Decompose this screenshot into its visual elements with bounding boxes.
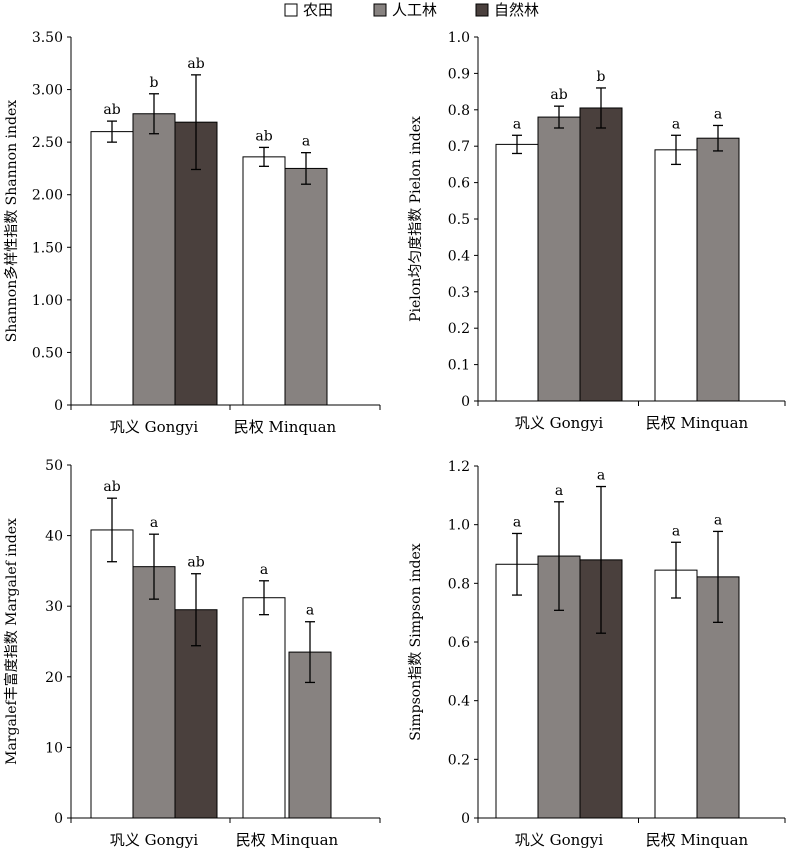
y-tick-label: 0.8 [448, 103, 470, 119]
y-tick-label: 0 [54, 398, 63, 414]
significance-label: ab [103, 479, 120, 495]
y-tick-label: 50 [45, 458, 63, 474]
significance-label: b [150, 75, 159, 91]
y-tick-label: 0.6 [448, 635, 470, 651]
y-tick-label: 0 [461, 394, 470, 410]
legend-swatch-plantation [373, 3, 387, 17]
category-label: 巩义 Gongyi [515, 414, 604, 432]
y-tick-label: 30 [45, 599, 63, 615]
category-label: 巩义 Gongyi [515, 831, 604, 849]
y-tick-label: 1.00 [32, 293, 63, 309]
significance-label: ab [255, 128, 272, 144]
significance-label: a [714, 512, 722, 528]
y-tick-label: 1.50 [32, 240, 63, 256]
y-tick-label: 0.3 [448, 285, 470, 301]
y-tick-label: 1.0 [448, 30, 470, 46]
y-tick-label: 0 [461, 811, 470, 827]
y-tick-label: 0.1 [448, 358, 470, 374]
bar [90, 131, 134, 406]
y-tick-label: 3.50 [32, 30, 63, 46]
y-tick-label: 0.50 [32, 345, 63, 361]
bar [90, 529, 134, 819]
legend-swatch-natural-forest [475, 3, 489, 17]
y-tick-label: 0.4 [448, 248, 470, 264]
panel-shannon: 0 0.50 1.00 1.50 2.00 2.50 3.00 3.50 Shannon多样性指… [3, 30, 381, 436]
y-tick-label: 10 [45, 740, 63, 756]
bar [537, 116, 581, 402]
y-axis-title: Pielon均匀度指数 Pielon index [408, 116, 424, 322]
legend-label-farmland: 农田 [303, 1, 333, 19]
y-axis-title: Margalef丰富度指数 Margalef index [3, 518, 20, 765]
significance-label: a [260, 562, 268, 578]
significance-label: a [302, 134, 310, 150]
panel-simpson: 0 0.2 0.4 0.6 0.8 1.0 1.2 Simpson指数 Simpson ind… [408, 459, 786, 849]
legend-swatch-farmland [284, 3, 298, 17]
significance-label: a [150, 515, 158, 531]
bar [696, 137, 740, 402]
y-tick-label: 3.00 [32, 83, 63, 99]
bar [132, 113, 176, 406]
significance-label: a [513, 116, 521, 132]
category-label: 巩义 Gongyi [110, 418, 199, 436]
panel-margalef: 0 10 20 30 40 50 Margalef丰富度指数 Margalef index 巩… [3, 458, 381, 849]
y-tick-label: 0.6 [448, 176, 470, 192]
bar [495, 563, 539, 819]
significance-label: a [306, 603, 314, 619]
y-tick-label: 2.00 [32, 188, 63, 204]
y-axis-title: Simpson指数 Simpson index [408, 543, 424, 741]
significance-label: ab [103, 102, 120, 118]
category-label: 巩义 Gongyi [110, 831, 199, 849]
significance-label: ab [187, 555, 204, 571]
significance-label: a [672, 116, 680, 132]
category-label: 民权 Minquan [236, 831, 339, 849]
bar [579, 107, 623, 402]
category-label: 民权 Minquan [234, 418, 337, 436]
y-tick-label: 0.4 [448, 694, 470, 710]
category-label: 民权 Minquan [646, 414, 749, 432]
significance-label: a [714, 106, 722, 122]
significance-label: a [555, 483, 563, 499]
y-tick-label: 0.7 [448, 139, 470, 155]
y-tick-label: 0.9 [448, 66, 470, 82]
y-tick-label: 2.50 [32, 135, 63, 151]
y-tick-label: 40 [45, 529, 63, 545]
significance-label: b [597, 69, 606, 85]
significance-label: a [597, 468, 605, 484]
significance-label: a [672, 523, 680, 539]
y-tick-label: 1.0 [448, 518, 470, 534]
y-axis-title: Shannon多样性指数 Shannon index [3, 100, 20, 343]
legend: 农田 人工林 自然林 [284, 1, 539, 19]
legend-label-plantation: 人工林 [392, 1, 437, 19]
y-tick-label: 1.2 [448, 459, 470, 475]
panel-pielou: 0 0.1 0.2 0.3 0.4 0.5 0.6 0.7 0.8 0.9 1.0 Pielon均匀度… [408, 30, 786, 432]
y-tick-label: 0.5 [448, 212, 470, 228]
bar [495, 143, 539, 402]
y-tick-label: 0 [54, 811, 63, 827]
bar [242, 597, 286, 819]
bar [654, 569, 698, 819]
bar [132, 566, 176, 819]
significance-label: ab [187, 56, 204, 72]
y-tick-label: 0.2 [448, 752, 470, 768]
y-tick-label: 20 [45, 670, 63, 686]
bar [242, 156, 286, 406]
significance-label: a [513, 514, 521, 530]
bar [654, 149, 698, 402]
bar [284, 167, 328, 406]
y-tick-label: 0.2 [448, 321, 470, 337]
y-tick-label: 0.8 [448, 576, 470, 592]
category-label: 民权 Minquan [646, 831, 749, 849]
legend-label-natural-forest: 自然林 [494, 1, 539, 19]
significance-label: ab [550, 87, 567, 103]
